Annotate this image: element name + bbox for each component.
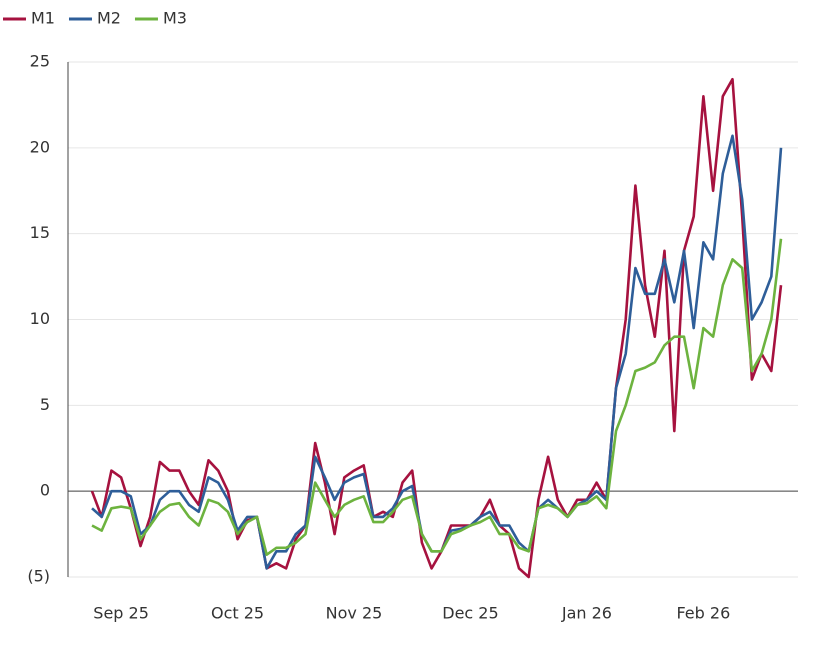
legend-label: M3 bbox=[163, 9, 187, 28]
x-tick-label: Dec 25 bbox=[442, 604, 498, 623]
y-tick-label: 5 bbox=[40, 395, 50, 414]
x-tick-label: Feb 26 bbox=[676, 604, 730, 623]
y-tick-label: (5) bbox=[27, 567, 50, 586]
y-tick-label: 20 bbox=[30, 137, 50, 156]
series-line bbox=[91, 238, 783, 556]
legend-label: M2 bbox=[97, 9, 121, 28]
y-tick-label: 10 bbox=[30, 309, 50, 328]
series-line bbox=[90, 77, 783, 579]
y-tick-label: 0 bbox=[40, 481, 50, 500]
x-tick-label: Sep 25 bbox=[93, 604, 149, 623]
x-tick-label: Nov 25 bbox=[326, 604, 383, 623]
x-tick-label: Jan 26 bbox=[561, 604, 612, 623]
y-tick-label: 25 bbox=[30, 52, 50, 71]
x-tick-label: Oct 25 bbox=[211, 604, 264, 623]
legend-label: M1 bbox=[31, 9, 55, 28]
y-tick-label: 15 bbox=[30, 223, 50, 242]
